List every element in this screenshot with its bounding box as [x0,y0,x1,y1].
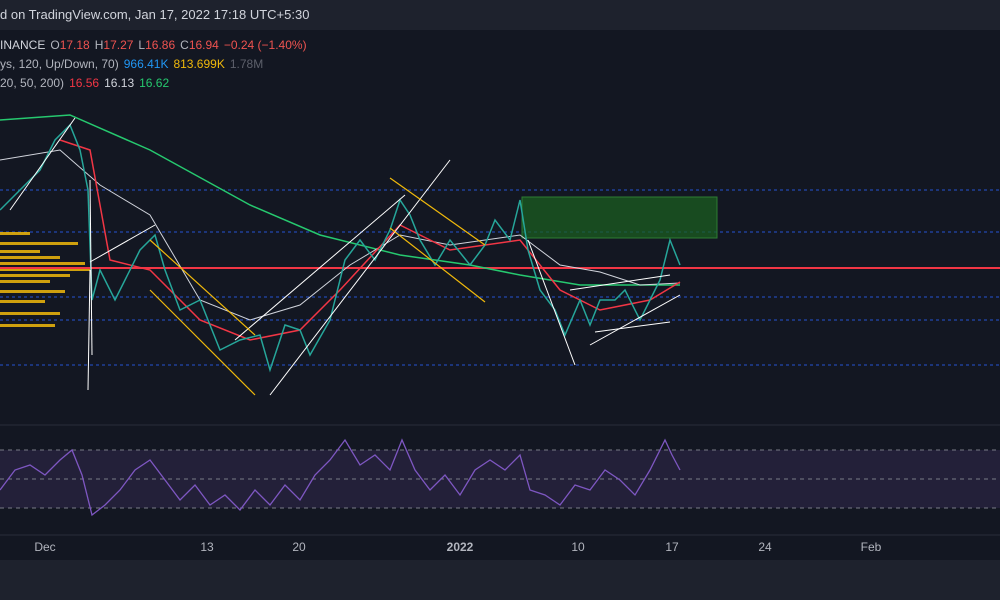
ma20 [59,139,681,341]
price [0,123,681,373]
x-axis-label: 17 [665,540,679,554]
vp-up: 966.41K [123,57,169,71]
volume-profile [0,232,90,327]
x-axis-label: 20 [292,540,306,554]
channel-drawings [149,177,486,396]
high: 17.27 [103,38,134,52]
chart-bg [0,30,1000,560]
x-axis-label: 10 [571,540,585,554]
rsi-levels [0,449,1000,509]
vp-down: 813.699K [173,57,225,71]
x-axis-label: Feb [860,540,882,554]
ma20: 16.56 [69,76,100,90]
o-label: O [50,38,60,52]
caption: d on TradingView.com, Jan 17, 2022 17:18… [0,7,310,22]
l-label: L [138,38,146,52]
target-zone [521,196,718,239]
top-bar: d on TradingView.com, Jan 17, 2022 17:18… [0,0,1000,30]
ohlc-legend: INANCE O17.18 H17.27 L16.86 C16.94 −0.24 (−1.… [0,38,312,52]
x-axis-label: Dec [34,540,56,554]
symbol: INANCE [0,38,46,52]
bottom-bar [0,560,1000,600]
open: 17.18 [59,38,90,52]
x-axis-label: 2022 [446,540,474,554]
level-lines [0,189,1000,366]
vp-legend: ys, 120, Up/Down, 70) 966.41K 813.699K 1.78… [0,57,268,71]
low: 16.86 [145,38,176,52]
close: 16.94 [188,38,219,52]
c-label: C [180,38,189,52]
ma50 [0,149,681,321]
x-axis-label: 24 [758,540,772,554]
ma-params: 20, 50, 200) [0,76,65,90]
ma-legend: 20, 50, 200) 16.56 16.13 16.62 [0,76,174,90]
h-label: H [94,38,104,52]
x-axis-label: 13 [200,540,214,554]
trend-drawings [9,117,681,396]
ma50: 16.13 [104,76,135,90]
vp-params: ys, 120, Up/Down, 70) [0,57,119,71]
vp-total: 1.78M [229,57,264,71]
ma200: 16.62 [139,76,170,90]
change: −0.24 (−1.40%) [223,38,307,52]
rsi-line [0,438,681,517]
